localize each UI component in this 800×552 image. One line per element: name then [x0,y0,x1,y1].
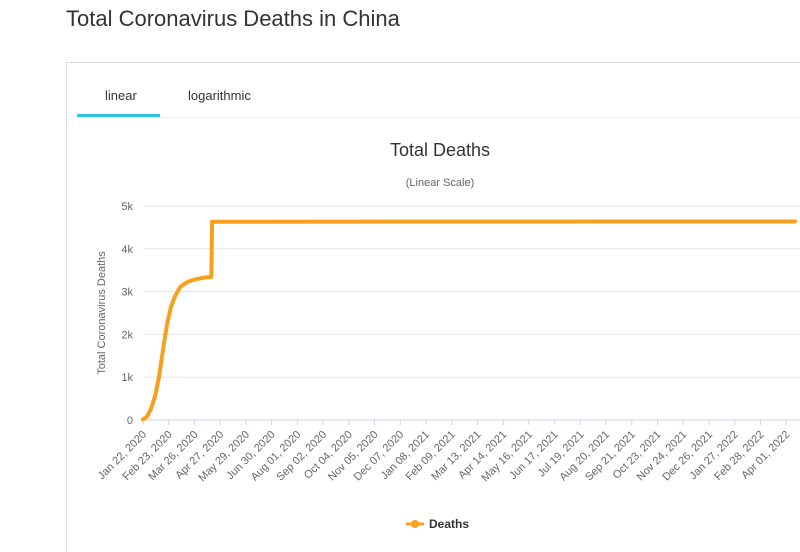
y-tick-label: 1k [121,372,133,384]
y-axis-title: Total Coronavirus Deaths [96,251,108,375]
y-tick-label: 2k [121,329,133,341]
active-tab-indicator [77,114,160,117]
chart-panel: linear logarithmic [66,62,800,552]
y-axis-ticks: 0 1k 2k 3k 4k 5k [121,201,133,427]
grid-lines [143,205,800,378]
y-tick-label: 5k [121,201,133,213]
tab-logarithmic[interactable]: logarithmic [188,88,251,103]
legend-deaths-label[interactable]: Deaths [429,517,469,531]
y-tick-label: 3k [121,287,133,299]
legend[interactable]: Deaths [406,517,469,531]
page-title: Total Coronavirus Deaths in China [66,6,400,31]
chart-title: Total Deaths [390,140,490,160]
chart-subtitle: (Linear Scale) [406,177,474,189]
y-tick-label: 0 [127,415,133,427]
tab-linear[interactable]: linear [105,88,137,103]
y-tick-label: 4k [121,244,133,256]
scale-tabs: linear logarithmic [77,63,800,118]
legend-deaths-marker [411,520,419,528]
series-line-deaths[interactable] [141,219,797,422]
deaths-chart: Total Deaths (Linear Scale) Total Corona… [96,140,800,531]
series-layer [141,219,797,422]
